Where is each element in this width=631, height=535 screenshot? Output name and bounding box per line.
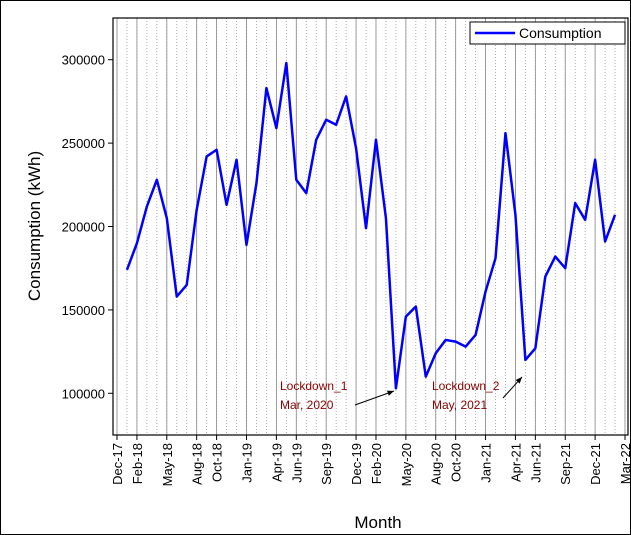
plot-frame bbox=[112, 17, 629, 436]
x-tick-label: Dec-21 bbox=[588, 443, 603, 485]
x-tick-label: Feb-18 bbox=[130, 443, 145, 484]
x-tick-label: Aug-20 bbox=[429, 443, 444, 485]
x-tick-label: Sep-21 bbox=[558, 443, 573, 485]
x-tick-label: Apr-21 bbox=[508, 443, 523, 482]
annotation-arrow bbox=[354, 390, 395, 406]
x-tick-label: Jan-21 bbox=[479, 443, 494, 483]
x-tick-label: Dec-17 bbox=[110, 443, 125, 485]
annotation: Lockdown_1 bbox=[280, 379, 348, 393]
y-tick-label: 150000 bbox=[62, 303, 105, 318]
legend-box bbox=[469, 21, 626, 45]
data-line bbox=[125, 61, 617, 390]
x-tick-label: Jun-19 bbox=[289, 443, 304, 483]
x-tick-label: Dec-19 bbox=[349, 443, 364, 485]
arrow-head bbox=[387, 390, 394, 396]
annotation: May, 2021 bbox=[432, 398, 487, 412]
x-tick-label: Sep-19 bbox=[319, 443, 334, 485]
y-tick-label: 100000 bbox=[62, 386, 105, 401]
y-tick-label: 250000 bbox=[62, 136, 105, 151]
legend-label: Consumption bbox=[519, 25, 602, 41]
y-tick-label: 200000 bbox=[62, 220, 105, 235]
x-tick-label: May-20 bbox=[399, 443, 414, 486]
annotation: Lockdown_2 bbox=[432, 379, 500, 393]
y-tick-label: 300000 bbox=[62, 53, 105, 68]
x-tick-label: Mar-22 bbox=[618, 443, 631, 484]
x-tick-label: Jan-19 bbox=[239, 443, 254, 483]
x-tick-label: Aug-18 bbox=[190, 443, 205, 485]
x-tick-label: Oct-20 bbox=[449, 443, 464, 482]
x-tick-label: Jun-21 bbox=[528, 443, 543, 483]
x-tick-label: Apr-19 bbox=[269, 443, 284, 482]
x-tick-label: May-18 bbox=[160, 443, 175, 486]
annotation: Mar, 2020 bbox=[280, 398, 334, 412]
x-tick-label: Feb-20 bbox=[369, 443, 384, 484]
x-tick-label: Oct-18 bbox=[210, 443, 225, 482]
x-axis-label: Month bbox=[354, 513, 401, 532]
y-axis-label: Consumption (kWh) bbox=[25, 151, 44, 301]
arrow-head bbox=[515, 377, 522, 384]
